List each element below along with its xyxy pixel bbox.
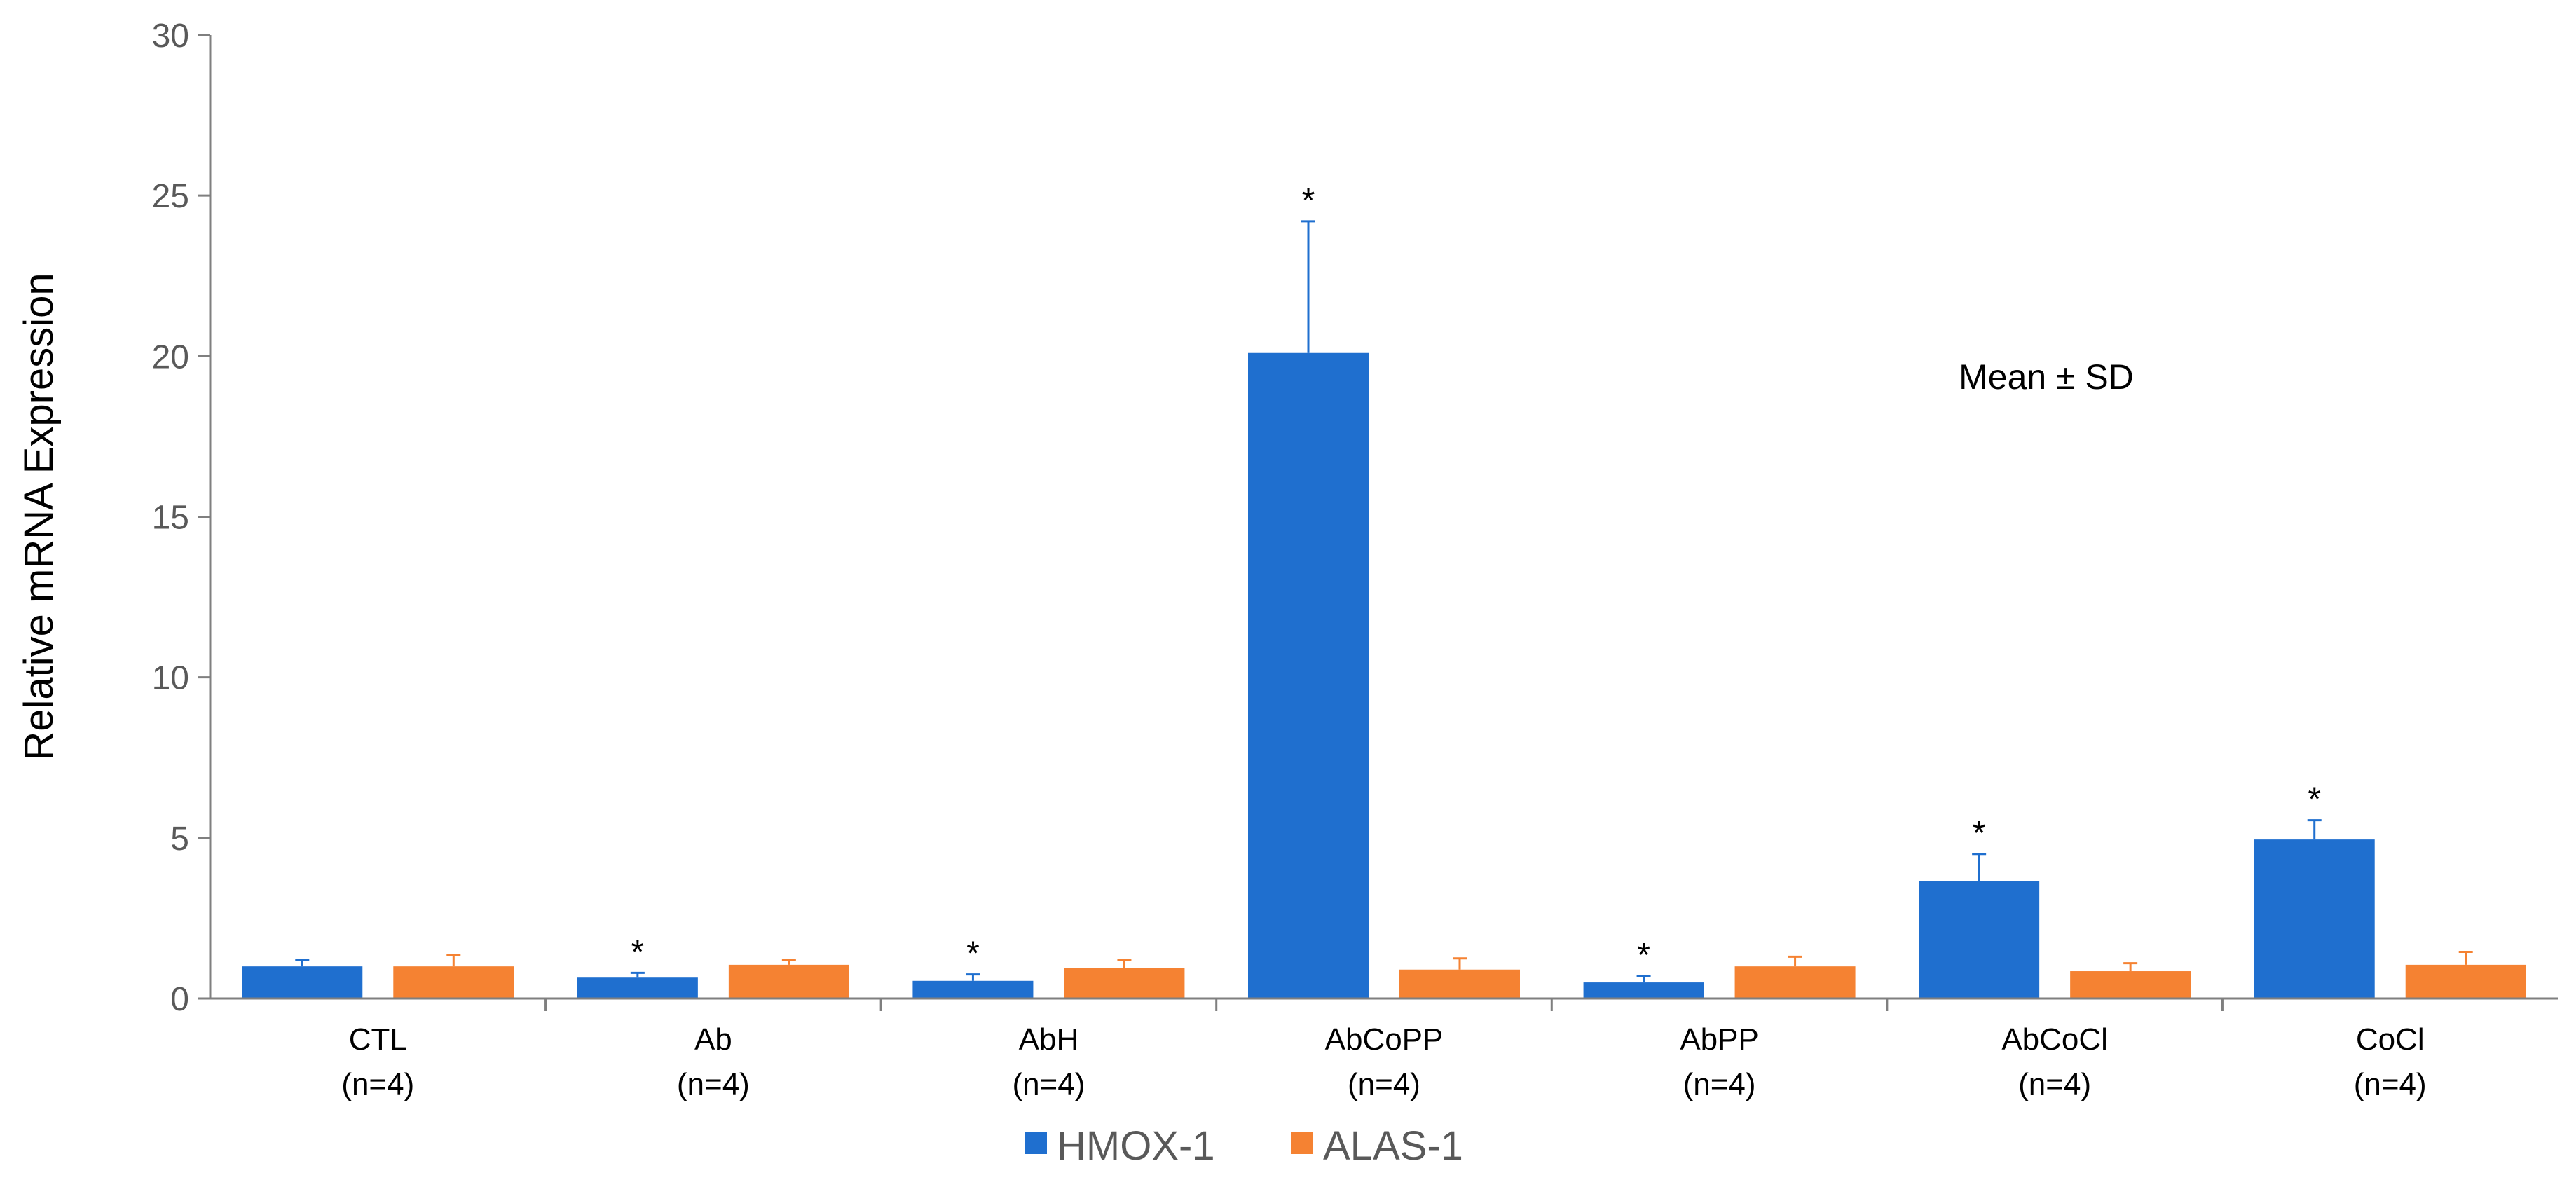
- bar-hmox-1: [1919, 881, 2040, 999]
- bar-hmox-1: [577, 977, 698, 999]
- y-tick-label: 10: [152, 660, 189, 697]
- bar-hmox-1: [1583, 982, 1704, 999]
- legend-swatch-alas-1: [1291, 1132, 1313, 1154]
- legend-label-hmox-1: HMOX-1: [1057, 1123, 1215, 1169]
- category-n-label: (n=4): [2018, 1067, 2091, 1102]
- bar-hmox-1: [912, 980, 1034, 999]
- bar-alas-1: [393, 966, 514, 999]
- bar-hmox-1: [242, 966, 363, 999]
- significance-star: *: [966, 935, 980, 973]
- significance-star: *: [1973, 815, 1986, 852]
- y-axis-ticks: 0 5 10 15 20 25 30: [152, 18, 210, 1018]
- significance-star: *: [631, 933, 645, 970]
- bar-alas-1: [728, 964, 849, 999]
- significance-star: *: [1302, 182, 1315, 219]
- category-label: AbCoPP: [1325, 1022, 1444, 1057]
- y-tick-label: 30: [152, 18, 189, 55]
- category-n-label: (n=4): [1348, 1067, 1420, 1102]
- y-tick-label: 5: [170, 821, 189, 858]
- significance-star: *: [1637, 937, 1650, 974]
- category-label: CoCl: [2356, 1022, 2425, 1057]
- category-n-label: (n=4): [1012, 1067, 1085, 1102]
- category-n-label: (n=4): [341, 1067, 414, 1102]
- bar-hmox-1: [2254, 839, 2375, 999]
- category-label: AbH: [1019, 1022, 1079, 1057]
- category-labels: CTL (n=4) Ab (n=4) AbH (n=4) AbCoPP (n=4) AbPP (n…: [341, 1022, 2426, 1102]
- bar-alas-1: [1734, 966, 1856, 999]
- y-tick-label: 25: [152, 178, 189, 215]
- category-label: Ab: [694, 1022, 732, 1057]
- category-n-label: (n=4): [1683, 1067, 1756, 1102]
- legend-label-alas-1: ALAS-1: [1323, 1123, 1463, 1169]
- category-label: AbCoCl: [2001, 1022, 2108, 1057]
- bar-alas-1: [2405, 964, 2526, 999]
- y-tick-label: 15: [152, 500, 189, 537]
- category-n-label: (n=4): [2354, 1067, 2427, 1102]
- legend-swatch-hmox-1: [1025, 1132, 1047, 1154]
- bar-hmox-1: [1248, 352, 1369, 999]
- mean-sd-annotation: Mean ± SD: [1959, 357, 2134, 397]
- significance-star: *: [2308, 781, 2321, 818]
- axes: [209, 35, 2558, 1011]
- legend: HMOX-1 ALAS-1: [1025, 1123, 1463, 1169]
- category-n-label: (n=4): [677, 1067, 750, 1102]
- bar-alas-1: [1399, 969, 1520, 999]
- bar-alas-1: [1064, 968, 1185, 999]
- bar-alas-1: [2070, 971, 2191, 999]
- y-tick-label: 0: [170, 981, 189, 1018]
- category-label: CTL: [349, 1022, 407, 1057]
- y-axis-title: Relative mRNA Expression: [16, 273, 62, 760]
- y-tick-label: 20: [152, 338, 189, 376]
- bars-group: * * * * * *: [242, 182, 2526, 999]
- category-label: AbPP: [1680, 1022, 1759, 1057]
